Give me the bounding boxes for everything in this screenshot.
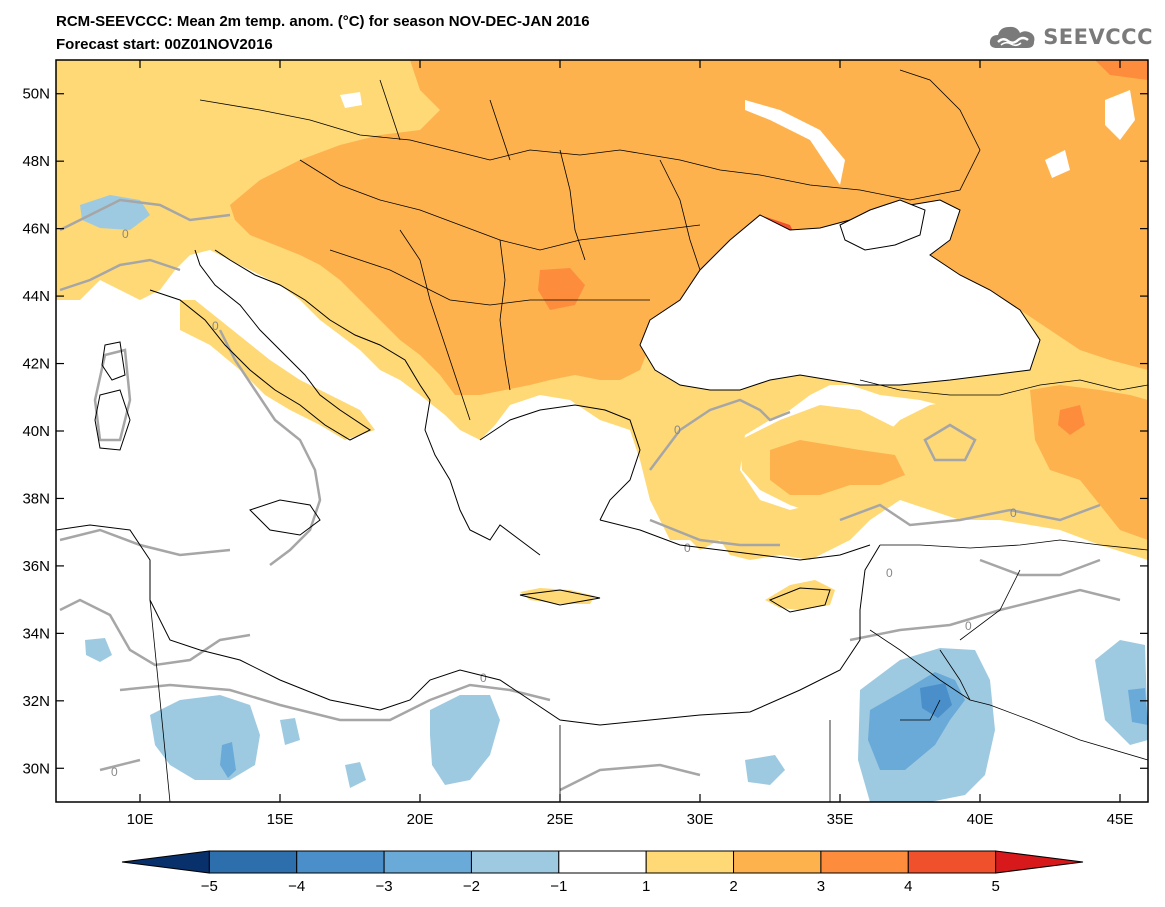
- x-tick-label: 20E: [407, 811, 434, 828]
- contour-label: 0: [965, 619, 972, 633]
- black-sea: [639, 199, 1041, 391]
- y-tick-label: 38N: [22, 490, 50, 507]
- x-axis: 10E 15E 20E 25E 30E 35E 40E 45E: [127, 60, 1134, 828]
- y-tick-label: 30N: [22, 760, 50, 777]
- colorbar: −5 −4 −3 −2 −1 1 2 3 4 5: [121, 850, 1084, 895]
- x-tick-label: 15E: [267, 811, 294, 828]
- y-tick-label: 50N: [22, 86, 50, 103]
- contour-label: 0: [684, 541, 691, 555]
- colorbar-segment: [907, 850, 997, 874]
- anomaly-region-minus2-iraq: [1128, 688, 1148, 725]
- logo-text: SEEVCCC: [1043, 25, 1153, 49]
- colorbar-segment: [733, 850, 822, 874]
- map-content: 0 0 0 0 0 0 0 0 0: [56, 60, 1148, 802]
- x-tick-label: 25E: [547, 811, 574, 828]
- anomaly-region-minus1-alps: [80, 195, 150, 230]
- colorbar-segment: [645, 850, 735, 874]
- colorbar-label: −1: [550, 878, 567, 895]
- x-tick-label: 40E: [967, 811, 994, 828]
- y-tick-label: 34N: [22, 625, 50, 642]
- reservoir: [340, 92, 362, 108]
- forecast-start-label: Forecast start: 00Z01NOV2016: [56, 36, 273, 53]
- coastlines: [56, 249, 881, 726]
- colorbar-segment: [121, 850, 210, 874]
- y-tick-label: 46N: [22, 221, 50, 238]
- anomaly-region-plus2: [230, 60, 1148, 395]
- contour-label: 0: [122, 227, 129, 241]
- x-tick-label: 30E: [687, 811, 714, 828]
- colorbar-label: 4: [904, 878, 912, 895]
- contour-labels: 0 0 0 0 0 0 0 0 0: [111, 227, 1017, 779]
- anomaly-region-anatolia-plus2: [770, 440, 905, 495]
- reservoir: [745, 100, 845, 185]
- x-tick-label: 10E: [127, 811, 154, 828]
- anomaly-region-minus2-libya: [220, 742, 236, 778]
- contour-label: 0: [212, 319, 219, 333]
- y-tick-label: 32N: [22, 693, 50, 710]
- anomaly-region-minus1-small-a: [280, 718, 300, 745]
- y-tick-label: 36N: [22, 558, 50, 575]
- contour-label: 0: [1010, 506, 1017, 520]
- colorbar-label: 1: [642, 878, 650, 895]
- anomaly-region-plus3: [538, 268, 585, 310]
- y-axis: 30N 32N 34N 36N 38N 40N 42N 44N 46N 48N 50N: [22, 86, 1148, 777]
- x-tick-label: 45E: [1107, 811, 1134, 828]
- contour-label: 0: [111, 765, 118, 779]
- colorbar-label: −5: [201, 878, 218, 895]
- map-title: RCM-SEEVCCC: Mean 2m temp. anom. (°C) fo…: [56, 13, 590, 30]
- sea-of-azov: [839, 199, 926, 251]
- anomaly-region-minus3-arabia: [920, 683, 952, 718]
- colorbar-segment: [208, 850, 298, 874]
- reservoir: [1105, 90, 1135, 140]
- anomaly-region-north-plus3: [1095, 60, 1148, 80]
- colorbar-label: −3: [376, 878, 393, 895]
- y-tick-label: 40N: [22, 423, 50, 440]
- contour-label: 0: [480, 671, 487, 685]
- colorbar-segment: [820, 850, 909, 874]
- colorbar-label: 3: [817, 878, 825, 895]
- anomaly-region-minus1-egypt: [745, 755, 785, 785]
- x-tick-label: 35E: [827, 811, 854, 828]
- anomaly-region-minus1-cyrenaica: [430, 695, 500, 785]
- colorbar-label: 5: [991, 878, 999, 895]
- colorbar-segment: [296, 850, 385, 874]
- anomaly-region-minus1-small-b: [345, 762, 366, 788]
- contour-label: 0: [674, 423, 681, 437]
- colorbar-label: 2: [729, 878, 737, 895]
- anomaly-region-minus1-tunisia: [85, 638, 112, 662]
- anomaly-region-east-plus3: [1058, 405, 1085, 435]
- y-tick-label: 48N: [22, 153, 50, 170]
- colorbar-segment: [470, 850, 560, 874]
- country-borders: [149, 69, 1148, 802]
- colorbar-segment: [383, 850, 472, 874]
- colorbar-segment: [558, 850, 647, 874]
- y-tick-label: 44N: [22, 288, 50, 305]
- anomaly-region-sinai-plus1: [765, 580, 835, 610]
- reservoir: [1045, 150, 1070, 178]
- colorbar-label: −4: [288, 878, 305, 895]
- colorbar-segment: [995, 850, 1084, 874]
- y-tick-label: 42N: [22, 356, 50, 373]
- seevccc-logo: SEEVCCC: [987, 22, 1153, 52]
- contour-label: 0: [886, 566, 893, 580]
- anomaly-region-italy-plus1: [180, 300, 375, 440]
- colorbar-label: −2: [463, 878, 480, 895]
- cloud-logo-icon: [990, 26, 1035, 48]
